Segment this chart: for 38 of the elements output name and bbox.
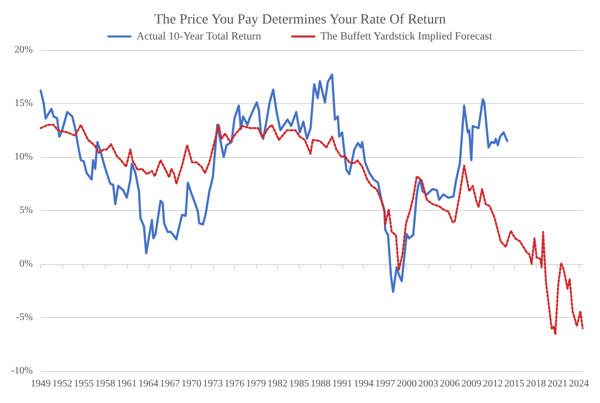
y-tick-label: 0% — [19, 258, 33, 270]
y-tick-label: -10% — [10, 366, 33, 376]
legend-label: Actual 10-Year Total Return — [136, 30, 262, 42]
x-tick-label: 1973 — [202, 378, 223, 390]
chart-title: The Price You Pay Determines Your Rate Of Return — [154, 12, 446, 28]
x-tick-label: 2006 — [440, 378, 460, 390]
x-tick-label: 1976 — [224, 378, 244, 390]
x-tick-label: 2012 — [482, 378, 503, 390]
y-tick-label: 15% — [14, 98, 33, 109]
x-tick-label: 1955 — [74, 378, 94, 390]
x-tick-label: 1952 — [52, 378, 72, 390]
x-tick-label: 1985 — [289, 378, 310, 390]
x-tick-label: 1961 — [116, 378, 137, 390]
x-tick-label: 2024 — [569, 378, 590, 390]
legend-label: The Buffett Yardstick Implied Forecast — [320, 30, 492, 42]
x-tick-label: 1958 — [95, 378, 116, 390]
x-tick-label: 1967 — [160, 378, 180, 390]
x-tick-label: 1949 — [30, 378, 51, 390]
x-tick-label: 1970 — [181, 378, 202, 390]
x-tick-label: 1982 — [268, 378, 288, 390]
x-tick-label: 2009 — [461, 378, 482, 390]
y-tick-label: 20% — [14, 44, 33, 56]
line-series — [40, 74, 508, 293]
x-tick-label: 1964 — [138, 378, 158, 390]
x-tick-label: 2003 — [418, 378, 438, 390]
x-tick-label: 1988 — [310, 378, 331, 390]
x-tick-label: 1997 — [375, 378, 396, 390]
x-tick-label: 1994 — [354, 378, 374, 390]
x-tick-label: 1979 — [246, 378, 266, 390]
x-tick-label: 2015 — [504, 378, 524, 390]
line-series — [40, 124, 584, 336]
x-tick-label: 2018 — [526, 378, 546, 390]
x-tick-label: 2021 — [547, 378, 568, 390]
y-tick-label: 5% — [19, 205, 33, 216]
x-tick-label: 1991 — [332, 378, 352, 390]
x-tick-label: 2000 — [396, 378, 417, 390]
y-tick-label: 10% — [14, 152, 33, 162]
y-tick-label: -5% — [16, 312, 33, 323]
